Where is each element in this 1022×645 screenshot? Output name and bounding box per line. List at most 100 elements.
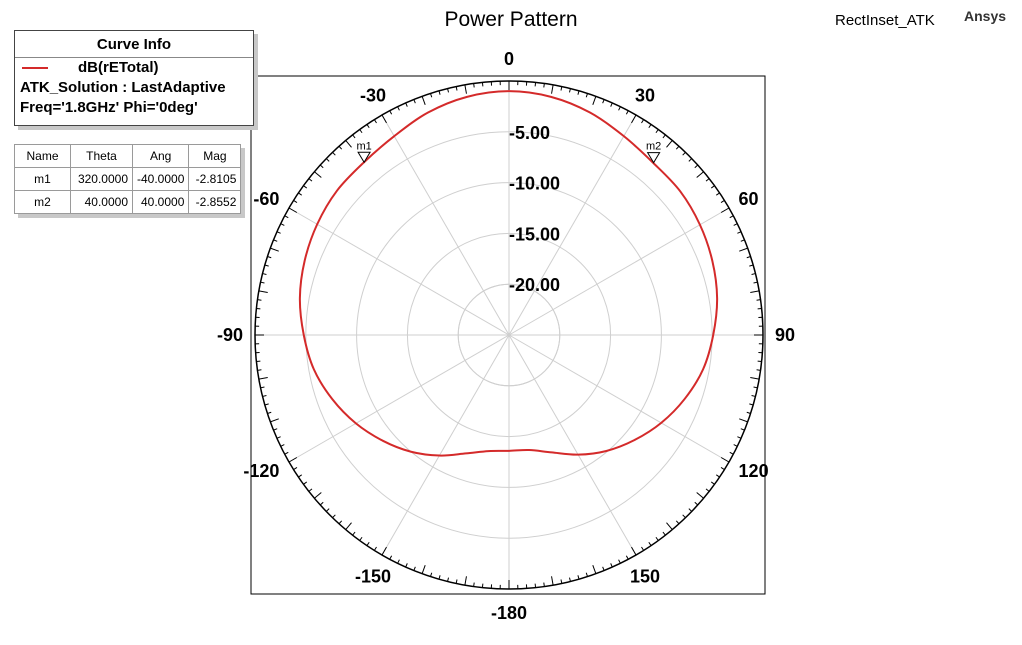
- tick-mark: [749, 264, 754, 267]
- tick-mark: [288, 207, 298, 213]
- chart-title: Power Pattern: [444, 8, 578, 31]
- tick-mark: [373, 119, 377, 124]
- angle-tick-label: 0: [504, 49, 514, 69]
- tick-mark: [389, 110, 393, 115]
- tick-mark: [389, 555, 393, 560]
- tick-mark: [750, 377, 760, 380]
- tick-mark: [568, 88, 571, 93]
- marker-col-name: Name: [14, 144, 71, 168]
- tick-mark: [625, 110, 629, 115]
- tick-mark: [592, 96, 597, 105]
- tick-mark: [288, 457, 298, 463]
- curve-info-legend[interactable]: Curve Info dB(rETotal) ATK_Solution : La…: [14, 30, 254, 126]
- marker-col-mag: Mag: [188, 144, 242, 168]
- marker-layer: m1 m2: [356, 140, 661, 164]
- tick-mark: [631, 546, 637, 556]
- trace-layer: [298, 90, 719, 457]
- tick-mark: [733, 444, 738, 447]
- tick-mark: [284, 215, 289, 219]
- tick-mark: [359, 129, 363, 134]
- tick-mark: [740, 239, 745, 242]
- tick-mark: [260, 281, 265, 284]
- tick-mark: [729, 451, 734, 455]
- design-name: RectInset_ATK: [835, 12, 935, 29]
- tick-mark: [715, 192, 720, 196]
- legend-solution: ATK_Solution : LastAdaptive: [20, 79, 226, 96]
- tick-mark: [696, 171, 704, 178]
- tick-mark: [666, 140, 673, 148]
- legend-variables: Freq='1.8GHz' Phi='0deg': [20, 99, 198, 116]
- angle-tick-label: 90: [775, 325, 795, 345]
- tick-mark: [352, 134, 356, 139]
- table-row[interactable]: m2 40.0000 40.0000 -2.8552: [14, 190, 242, 214]
- marker-theta-cell: 40.0000: [70, 190, 133, 214]
- tick-mark: [720, 199, 725, 203]
- tick-mark: [258, 377, 268, 380]
- tick-mark: [270, 418, 279, 423]
- tick-mark: [739, 418, 748, 423]
- table-row[interactable]: m1 320.0000 -40.0000 -2.8105: [14, 167, 242, 191]
- tick-mark: [696, 492, 704, 499]
- legend-line-swatch: [22, 67, 48, 69]
- tick-mark: [293, 467, 298, 471]
- tick-mark: [750, 290, 760, 293]
- angle-tick-label: 30: [635, 85, 655, 105]
- tick-mark: [332, 514, 336, 519]
- angle-tick-label: -60: [253, 189, 279, 209]
- tick-mark: [756, 299, 761, 301]
- tick-mark: [682, 514, 686, 519]
- tick-mark: [751, 394, 756, 397]
- tick-mark: [551, 84, 554, 94]
- grid-spoke: [288, 207, 510, 336]
- tick-mark: [264, 403, 269, 406]
- tick-mark: [345, 522, 352, 530]
- tick-mark: [641, 119, 645, 124]
- tick-mark: [257, 299, 262, 301]
- curve-info-header: Curve Info: [15, 31, 253, 58]
- tick-mark: [740, 428, 745, 431]
- tick-mark: [551, 576, 554, 586]
- tick-mark: [405, 102, 408, 107]
- tick-mark: [577, 575, 580, 580]
- tick-mark: [631, 114, 637, 124]
- tick-mark: [739, 247, 748, 252]
- tick-mark: [602, 99, 605, 104]
- tick-mark: [314, 492, 322, 499]
- tick-mark: [682, 151, 686, 156]
- marker-mag-cell: -2.8552: [188, 190, 242, 214]
- tick-mark: [560, 86, 563, 91]
- marker-ang-cell: 40.0000: [131, 190, 190, 214]
- tick-mark: [737, 436, 742, 439]
- radial-tick-label: -10.00: [509, 174, 560, 194]
- angle-tick-label: -180: [491, 603, 527, 623]
- tick-mark: [262, 273, 267, 276]
- legend-entry[interactable]: dB(rETotal): [15, 58, 253, 78]
- tick-mark: [746, 256, 751, 259]
- series-line-1: [298, 90, 719, 457]
- tick-mark: [430, 93, 433, 98]
- grid-spoke: [381, 114, 510, 336]
- grid-spoke: [288, 334, 510, 463]
- marker-m2: [646, 152, 661, 164]
- tick-mark: [381, 114, 387, 124]
- tick-mark: [345, 140, 352, 148]
- tick-mark: [592, 565, 597, 574]
- grid-spoke: [508, 207, 730, 336]
- marker-table[interactable]: Name Theta Ang Mag m1 320.0000 -40.0000 …: [14, 144, 242, 214]
- tick-mark: [710, 185, 715, 189]
- polar-grid: [255, 81, 763, 589]
- tick-mark: [464, 84, 467, 94]
- tick-mark: [655, 536, 659, 541]
- tick-mark: [577, 90, 580, 95]
- tick-mark: [298, 474, 303, 478]
- tick-mark: [303, 481, 308, 485]
- tick-mark: [720, 467, 725, 471]
- tick-mark: [455, 86, 458, 91]
- tick-mark: [397, 106, 400, 111]
- tick-mark: [705, 488, 710, 492]
- tick-mark: [293, 199, 298, 203]
- tick-mark: [338, 145, 343, 150]
- tick-mark: [260, 386, 265, 389]
- tick-mark: [655, 129, 659, 134]
